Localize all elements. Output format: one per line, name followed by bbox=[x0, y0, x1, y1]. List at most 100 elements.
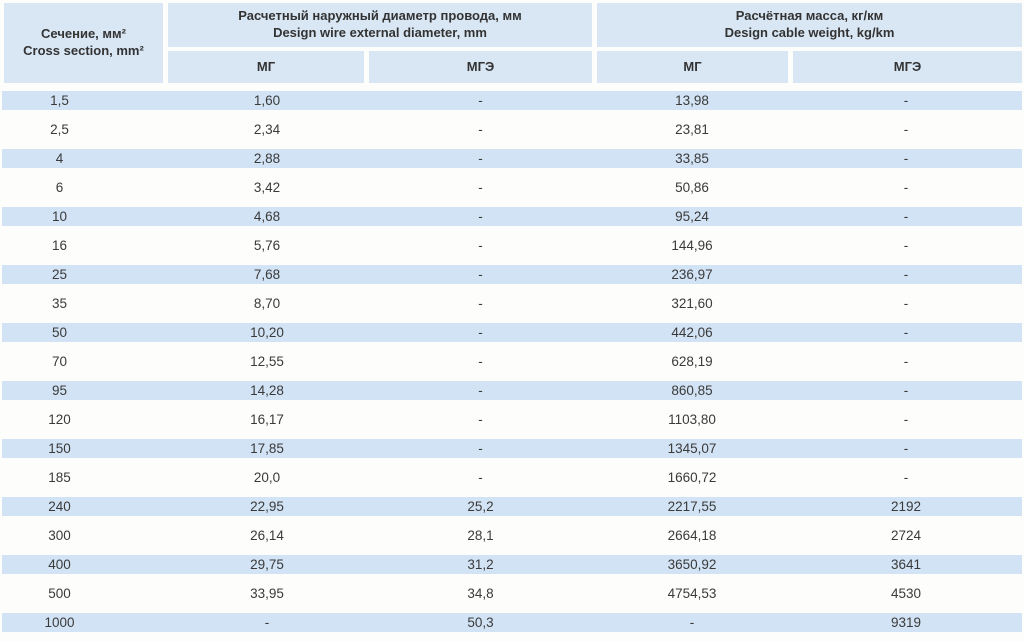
value-cell: - bbox=[478, 412, 483, 427]
cross-section-cell: 2,5 bbox=[50, 122, 69, 137]
subheader-diameter-mg: МГ bbox=[168, 51, 364, 83]
cross-section-cell: 6 bbox=[55, 180, 64, 195]
table-row: 70 12,55 - 628,19 - bbox=[2, 347, 1022, 376]
value-cell: 2724 bbox=[890, 528, 922, 543]
cross-section-cell: 1000 bbox=[2, 608, 167, 637]
value-cell: 2664,18 bbox=[667, 528, 717, 543]
value-cell: 3,42 bbox=[253, 180, 281, 195]
value-cell: 860,85 bbox=[594, 376, 790, 405]
table-header: Сечение, мм² Cross section, mm² Расчетны… bbox=[4, 3, 1022, 83]
cross-section-cell: 35 bbox=[51, 296, 68, 311]
value-cell: 3650,92 bbox=[594, 550, 790, 579]
value-cell: 2192 bbox=[790, 492, 1022, 521]
cross-section-cell: 500 bbox=[48, 586, 71, 601]
value-cell: - bbox=[594, 608, 790, 637]
value-cell: 2217,55 bbox=[594, 492, 790, 521]
diameter-group-header-cell: Расчетный наружный диаметр провода, мм D… bbox=[168, 3, 592, 47]
table-row: 240 22,95 25,2 2217,55 2192 bbox=[2, 492, 1022, 521]
value-cell: 95,24 bbox=[594, 202, 790, 231]
value-cell: - bbox=[903, 354, 909, 369]
value-cell: 236,97 bbox=[594, 260, 790, 289]
value-cell: - bbox=[478, 296, 483, 311]
value-cell: - bbox=[478, 238, 483, 253]
value-cell: 10,20 bbox=[167, 318, 367, 347]
value-cell: - bbox=[903, 180, 909, 195]
value-cell: - bbox=[478, 470, 483, 485]
value-cell: 34,8 bbox=[467, 586, 494, 601]
value-cell: 628,19 bbox=[671, 354, 713, 369]
table-row: 500 33,95 34,8 4754,53 4530 bbox=[2, 579, 1022, 608]
value-cell: 13,98 bbox=[594, 86, 790, 115]
value-cell: 23,81 bbox=[675, 122, 709, 137]
value-cell: 16,17 bbox=[250, 412, 284, 427]
cross-section-cell: 185 bbox=[48, 470, 71, 485]
value-cell: 2,88 bbox=[167, 144, 367, 173]
value-cell: - bbox=[790, 144, 1022, 173]
value-cell: 1660,72 bbox=[667, 470, 717, 485]
value-cell: - bbox=[478, 354, 483, 369]
value-cell: 1103,80 bbox=[668, 412, 716, 427]
weight-group-header-en: Design cable weight, kg/km bbox=[724, 25, 895, 40]
value-cell: 1,60 bbox=[167, 86, 367, 115]
table-row: 25 7,68-236,97- bbox=[2, 260, 1022, 289]
value-cell: - bbox=[367, 260, 594, 289]
cross-section-cell: 400 bbox=[2, 550, 167, 579]
cross-section-cell: 70 bbox=[51, 354, 68, 369]
value-cell: 17,85 bbox=[167, 434, 367, 463]
table-row: 1,5 1,60-13,98- bbox=[2, 86, 1022, 115]
value-cell: 22,95 bbox=[167, 492, 367, 521]
value-cell: 33,85 bbox=[594, 144, 790, 173]
data-table: 1,5 1,60-13,98-2,5 2,34-23,81-4 2,88-33,85-… bbox=[2, 86, 1022, 637]
cross-section-cell: 240 bbox=[2, 492, 167, 521]
value-cell: - bbox=[790, 202, 1022, 231]
value-cell: - bbox=[903, 470, 909, 485]
weight-group-header-cell: Расчётная масса, кг/км Design cable weig… bbox=[597, 3, 1022, 47]
value-cell: - bbox=[478, 180, 483, 195]
value-cell: 4754,53 bbox=[667, 586, 717, 601]
value-cell: - bbox=[790, 318, 1022, 347]
value-cell: - bbox=[790, 86, 1022, 115]
value-cell: 14,28 bbox=[167, 376, 367, 405]
value-cell: 5,76 bbox=[253, 238, 281, 253]
value-cell: 3641 bbox=[790, 550, 1022, 579]
value-cell: 8,70 bbox=[253, 296, 281, 311]
table-row: 4 2,88-33,85- bbox=[2, 144, 1022, 173]
value-cell: - bbox=[903, 412, 909, 427]
value-cell: - bbox=[903, 122, 909, 137]
value-cell: - bbox=[367, 202, 594, 231]
value-cell: - bbox=[367, 86, 594, 115]
value-cell: - bbox=[367, 144, 594, 173]
table-row: 300 26,14 28,1 2664,18 2724 bbox=[2, 521, 1022, 550]
table-row: 1000-50,3-9319 bbox=[2, 608, 1022, 637]
value-cell: - bbox=[367, 318, 594, 347]
table-row: 2,5 2,34 - 23,81 - bbox=[2, 115, 1022, 144]
value-cell: 25,2 bbox=[367, 492, 594, 521]
table-row: 120 16,17 - 1103,80 - bbox=[2, 405, 1022, 434]
cross-section-header-ru: Сечение, мм² bbox=[41, 26, 126, 42]
cross-section-cell: 1,5 bbox=[2, 86, 167, 115]
cross-section-cell: 16 bbox=[51, 238, 68, 253]
table-row: 95 14,28-860,85- bbox=[2, 376, 1022, 405]
value-cell: 4,68 bbox=[167, 202, 367, 231]
value-cell: 29,75 bbox=[167, 550, 367, 579]
table-body: 1,5 1,60-13,98-2,5 2,34-23,81-4 2,88-33,85-… bbox=[2, 86, 1022, 637]
value-cell: 4530 bbox=[890, 586, 922, 601]
value-cell: 442,06 bbox=[594, 318, 790, 347]
table-row: 35 8,70 - 321,60 - bbox=[2, 289, 1022, 318]
subheader-weight-mge: МГЭ bbox=[793, 51, 1022, 83]
value-cell: 1345,07 bbox=[594, 434, 790, 463]
value-cell: 26,14 bbox=[250, 528, 284, 543]
subheader-weight-mg: МГ bbox=[597, 51, 788, 83]
table-row: 150 17,85-1345,07- bbox=[2, 434, 1022, 463]
value-cell: - bbox=[903, 238, 909, 253]
value-cell: 31,2 bbox=[367, 550, 594, 579]
cross-section-header-cell: Сечение, мм² Cross section, mm² bbox=[4, 3, 163, 83]
value-cell: 9319 bbox=[790, 608, 1022, 637]
value-cell: - bbox=[367, 376, 594, 405]
diameter-group-header-ru: Расчетный наружный диаметр провода, мм bbox=[238, 8, 522, 24]
diameter-group-header-en: Design wire external diameter, mm bbox=[273, 25, 487, 40]
table-row: 16 5,76 - 144,96 - bbox=[2, 231, 1022, 260]
table-row: 185 20,0 - 1660,72 - bbox=[2, 463, 1022, 492]
cross-section-cell: 25 bbox=[2, 260, 167, 289]
cross-section-cell: 120 bbox=[48, 412, 71, 427]
